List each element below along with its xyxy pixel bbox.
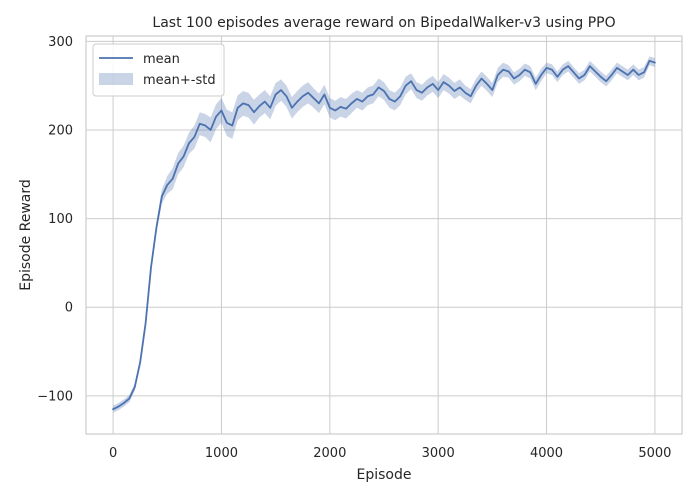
legend-band-label: mean+-std bbox=[143, 73, 216, 88]
grid-layer bbox=[86, 36, 682, 434]
chart-title: Last 100 episodes average reward on Bipe… bbox=[152, 15, 615, 31]
y-tick-label: 300 bbox=[48, 35, 73, 50]
plot-frame bbox=[85, 35, 683, 435]
x-tick-label: 5000 bbox=[638, 446, 671, 461]
spine-layer bbox=[85, 35, 683, 435]
y-axis-label: Episode Reward bbox=[18, 179, 34, 291]
plot-background bbox=[86, 36, 682, 434]
plot-area bbox=[85, 35, 683, 435]
x-tick-label: 1000 bbox=[205, 446, 238, 461]
y-tick-label: 100 bbox=[48, 212, 73, 227]
x-tick-label: 4000 bbox=[530, 446, 563, 461]
tick-layer: 0 1000 2000 3000 4000 5000 −100 0 100 200 300 bbox=[37, 35, 671, 461]
legend-band-swatch bbox=[99, 73, 133, 85]
x-tick-label: 3000 bbox=[422, 446, 455, 461]
x-tick-label: 0 bbox=[109, 446, 117, 461]
legend-mean-label: mean bbox=[143, 52, 180, 67]
legend: mean mean+-std bbox=[92, 43, 225, 97]
line-layer bbox=[112, 59, 656, 411]
y-tick-label: 200 bbox=[48, 123, 73, 138]
x-tick-label: 2000 bbox=[313, 446, 346, 461]
mean-line bbox=[112, 59, 656, 411]
y-tick-label: 0 bbox=[65, 301, 73, 316]
x-axis-label: Episode bbox=[357, 467, 412, 483]
legend-box bbox=[92, 43, 225, 97]
y-tick-label: −100 bbox=[37, 389, 73, 404]
